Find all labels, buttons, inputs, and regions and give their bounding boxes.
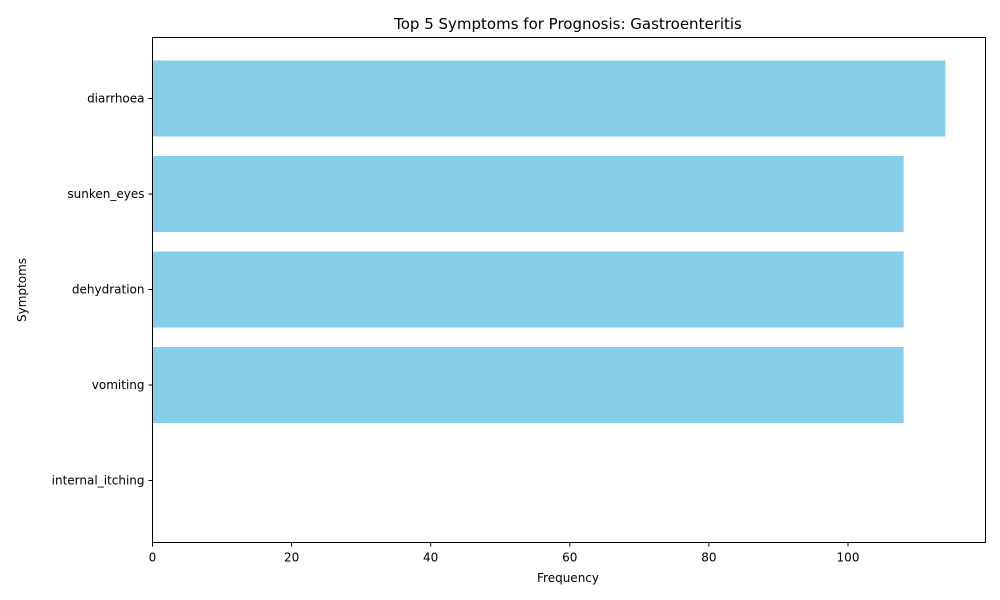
y-axis-ticks: diarrhoea sunken_eyes dehydration vomiting i…: [52, 92, 153, 488]
bar-diarrhoea: [152, 60, 946, 137]
bars-group: [152, 60, 946, 423]
y-tick-label: diarrhoea: [87, 92, 144, 106]
x-tick-label: 0: [149, 551, 157, 565]
x-tick-label: 40: [423, 551, 438, 565]
x-tick-label: 80: [701, 551, 716, 565]
y-tick-label: internal_itching: [52, 474, 145, 488]
x-axis-label: Frequency: [537, 571, 599, 585]
chart-title: Top 5 Symptoms for Prognosis: Gastroente…: [393, 15, 742, 33]
bar-vomiting: [152, 347, 904, 423]
x-tick-label: 60: [562, 551, 577, 565]
x-tick-label: 100: [837, 551, 860, 565]
x-tick-label: 20: [284, 551, 299, 565]
bar-dehydration: [152, 251, 904, 328]
bar-sunken-eyes: [152, 156, 904, 232]
plot-frame: [152, 37, 986, 543]
y-axis-label: Symptoms: [15, 258, 29, 322]
y-tick-label: sunken_eyes: [67, 187, 144, 201]
x-axis-ticks: 0 20 40 60 80 100: [149, 542, 860, 565]
y-tick-label: vomiting: [92, 378, 145, 392]
y-tick-label: dehydration: [72, 283, 145, 297]
